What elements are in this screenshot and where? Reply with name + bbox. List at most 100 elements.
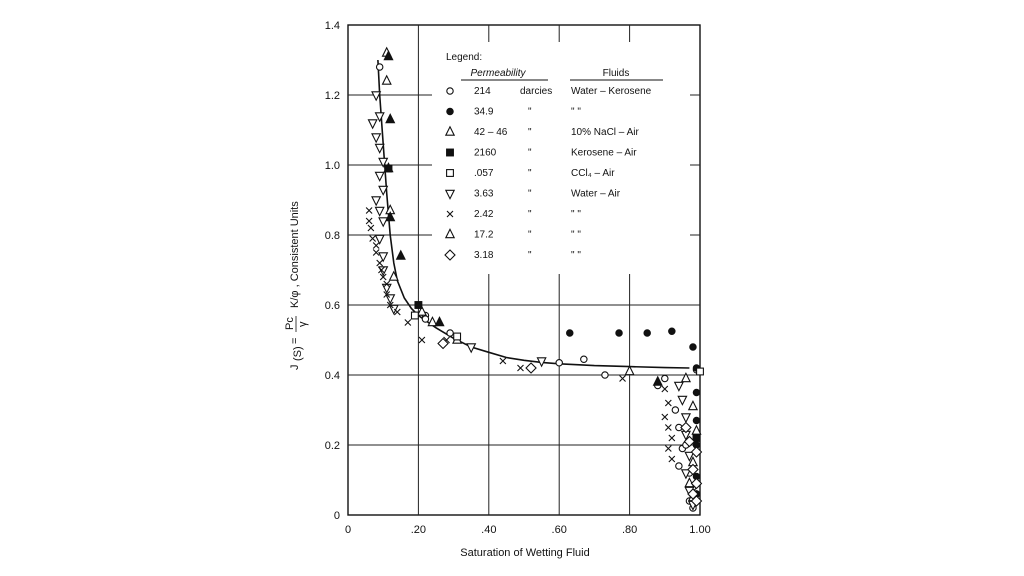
legend-fluid: Kerosene – Air bbox=[571, 148, 637, 159]
data-point-x bbox=[393, 308, 401, 316]
data-point-triangle-down-open bbox=[466, 343, 477, 354]
data-point-triangle-up-open bbox=[427, 316, 438, 327]
legend-permeability: 2160 bbox=[474, 148, 497, 159]
legend-permeability: 3.63 bbox=[474, 189, 494, 200]
legend-permeability: 17.2 bbox=[474, 230, 494, 241]
legend-unit: " bbox=[528, 230, 532, 241]
data-point-circle-filled bbox=[643, 329, 651, 337]
y-label-eq: = bbox=[289, 338, 301, 344]
legend-marker-triangle-up-open bbox=[444, 125, 456, 136]
data-point-triangle-up-filled bbox=[385, 211, 396, 222]
legend-permeability: 3.18 bbox=[474, 250, 494, 261]
legend-unit: " bbox=[528, 189, 532, 200]
data-point-circle-filled bbox=[668, 327, 676, 335]
legend-marker-triangle-down-open bbox=[444, 189, 456, 200]
data-point-square-open bbox=[696, 367, 704, 376]
x-tick-label: .80 bbox=[622, 524, 637, 536]
data-point-triangle-up-open bbox=[388, 270, 399, 281]
y-tick-label: 1.2 bbox=[325, 90, 340, 102]
data-point-triangle-up-filled bbox=[434, 316, 445, 327]
data-point-circle-filled bbox=[689, 343, 697, 351]
data-point-x bbox=[365, 207, 373, 214]
legend-unit: " bbox=[528, 250, 532, 261]
data-point-triangle-down-open bbox=[378, 252, 389, 263]
x-axis-label: Saturation of Wetting Fluid bbox=[460, 547, 589, 559]
data-point-circle-open bbox=[580, 355, 588, 363]
legend-permeability: .057 bbox=[474, 168, 494, 179]
data-point-x bbox=[517, 364, 524, 372]
legend-permeability: 2.42 bbox=[474, 209, 494, 220]
legend-col-permeability: Permeability bbox=[470, 68, 526, 79]
data-point-x bbox=[386, 301, 394, 309]
legend-marker-x bbox=[446, 210, 454, 218]
data-point-x bbox=[664, 399, 672, 407]
data-point-x bbox=[376, 259, 384, 267]
legend: Legend: Permeability Fluids 214 darcies Wa… bbox=[432, 42, 690, 274]
x-tick-label: .40 bbox=[481, 524, 496, 536]
data-point-x bbox=[664, 445, 672, 452]
data-point-circle-open bbox=[446, 329, 454, 337]
legend-fluid: " " bbox=[571, 107, 581, 118]
data-point-triangle-down-open bbox=[684, 451, 695, 462]
data-point-circle-open bbox=[671, 406, 680, 414]
legend-marker-square-open bbox=[446, 169, 454, 177]
data-point-circle-open bbox=[421, 315, 430, 323]
legend-marker-circle-open bbox=[446, 87, 454, 95]
data-point-x bbox=[404, 319, 412, 326]
data-point-triangle-down-open bbox=[374, 143, 385, 154]
legend-marker-diamond-open bbox=[444, 249, 456, 261]
legend-marker-square-filled bbox=[446, 148, 454, 157]
data-point-triangle-up-open bbox=[680, 372, 692, 383]
data-point-circle-filled bbox=[566, 329, 574, 337]
legend-unit: " bbox=[528, 168, 532, 179]
data-point-square-open bbox=[410, 311, 419, 320]
x-tick-label: 1.00 bbox=[689, 524, 710, 536]
data-point-circle-open bbox=[661, 374, 669, 383]
legend-permeability: 214 bbox=[474, 86, 491, 97]
data-point-diamond-open bbox=[680, 421, 692, 434]
data-point-diamond-open bbox=[690, 446, 703, 458]
data-point-diamond-open bbox=[687, 463, 699, 476]
data-point-x bbox=[365, 217, 373, 225]
legend-fluid: " " bbox=[571, 230, 581, 241]
legend-fluid: CCl₄ – Air bbox=[571, 168, 615, 179]
data-point-x bbox=[661, 385, 669, 393]
data-point-circle-filled bbox=[692, 416, 701, 425]
data-point-x bbox=[668, 434, 676, 442]
data-point-diamond-open bbox=[690, 495, 703, 507]
data-point-triangle-up-filled bbox=[395, 249, 406, 260]
data-point-triangle-down-open bbox=[680, 413, 692, 424]
y-tick-label: 1.4 bbox=[325, 20, 340, 32]
data-point-triangle-up-open bbox=[416, 305, 428, 316]
data-point-x bbox=[372, 242, 380, 249]
data-point-x bbox=[499, 357, 507, 365]
y-label-sub: (S) bbox=[292, 346, 304, 361]
y-tick-label: 0.4 bbox=[325, 370, 340, 382]
data-point-square-filled bbox=[414, 301, 423, 309]
data-point-triangle-down-open bbox=[388, 304, 399, 315]
y-tick-label: 0 bbox=[334, 510, 340, 522]
data-point-square-filled bbox=[692, 434, 701, 442]
y-axis-label: J (S) = Pc γ K/φ , Consistent Units bbox=[284, 201, 309, 370]
data-point-triangle-down-open bbox=[371, 196, 382, 207]
y-tick-label: 0.8 bbox=[325, 230, 340, 242]
legend-fluid: Water – Air bbox=[571, 189, 621, 200]
data-point-x bbox=[379, 273, 387, 281]
y-tick-label: 0.2 bbox=[325, 440, 340, 452]
data-point-triangle-down-open bbox=[673, 381, 684, 392]
legend-fluid: Water – Kerosene bbox=[571, 86, 652, 97]
legend-unit: " bbox=[528, 107, 532, 118]
data-point-triangle-down-open bbox=[378, 157, 389, 168]
axis-ticks: 0 .20 .40 .60 .80 1.00 0 0.2 0.4 0.6 0.8 1.0 1.2 1.4 bbox=[325, 20, 711, 536]
legend-fluid: " " bbox=[571, 250, 581, 261]
data-point-triangle-up-open bbox=[624, 365, 635, 376]
data-point-triangle-down-open bbox=[677, 395, 688, 406]
data-point-x bbox=[383, 291, 391, 298]
data-point-x bbox=[383, 280, 391, 288]
plot-frame bbox=[347, 24, 701, 516]
data-point-diamond-open bbox=[525, 362, 537, 374]
legend-marker-circle-filled bbox=[446, 107, 454, 116]
data-point-triangle-up-open bbox=[381, 74, 392, 85]
data-point-x bbox=[367, 224, 375, 232]
